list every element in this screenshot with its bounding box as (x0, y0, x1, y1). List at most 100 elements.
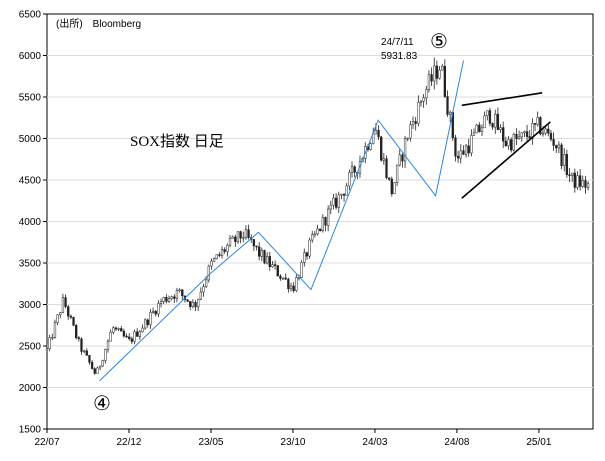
candle-body (326, 208, 330, 226)
candle-body (247, 229, 250, 238)
candle-body (151, 310, 155, 313)
candle-body (154, 310, 157, 315)
y-tick-label: 5000 (19, 134, 42, 145)
triangle-trend-line (461, 92, 543, 107)
candle-body (425, 89, 428, 99)
candle-body (515, 134, 518, 140)
candle-body (170, 296, 173, 300)
candle-body (165, 297, 168, 302)
candle-body (207, 265, 210, 281)
candle-body (525, 131, 529, 137)
candle-body (98, 365, 102, 369)
candle-body (303, 252, 306, 263)
candle-body (276, 265, 279, 277)
candle-body (159, 301, 163, 304)
candle-body (507, 139, 510, 146)
candles (45, 57, 590, 375)
candle-body (141, 327, 144, 333)
candle-body (45, 348, 49, 351)
candle-body (576, 175, 579, 188)
candle-body (120, 328, 123, 332)
candle-body (435, 65, 439, 79)
candle-body (398, 154, 401, 166)
candle-body (510, 139, 513, 151)
candle-body (75, 325, 78, 338)
candle-body (80, 338, 83, 352)
candle-body (106, 340, 110, 350)
candle-body (488, 110, 492, 124)
candle-body (409, 124, 412, 139)
candle-body (281, 277, 285, 280)
candle-body (268, 256, 271, 268)
candle-body (313, 233, 317, 236)
candle-body (239, 231, 242, 239)
candle-body (90, 362, 94, 369)
candle-body (430, 74, 433, 82)
candle-body (199, 291, 202, 300)
x-tick-label: 22/12 (116, 437, 141, 448)
candle-body (162, 297, 165, 302)
candle-body (337, 194, 340, 208)
candle-body (350, 166, 354, 173)
candle-body (470, 135, 473, 154)
candle-body (584, 180, 587, 188)
peak-value-label: 5931.83 (381, 51, 418, 62)
candle-body (390, 178, 393, 195)
candle-body (382, 158, 385, 161)
candle-body (340, 193, 343, 196)
candle-body (475, 124, 478, 134)
candle-body (422, 97, 425, 102)
candle-body (82, 350, 86, 353)
triangle-trend-line (461, 121, 551, 199)
x-tick-label: 24/08 (444, 437, 469, 448)
candle-body (438, 69, 441, 79)
chart-title: SOX指数 日足 (130, 133, 224, 150)
candle-body (369, 143, 372, 151)
candle-body (319, 228, 322, 231)
candle-body (202, 286, 205, 293)
candle-body (459, 150, 462, 159)
candle-body (146, 319, 149, 325)
candle-body (533, 123, 537, 125)
candle-body (321, 216, 324, 231)
candle-body (215, 254, 218, 260)
x-tick-label: 24/03 (362, 437, 387, 448)
y-tick-label: 2000 (19, 383, 42, 394)
candle-body (236, 231, 240, 242)
candle-body (414, 121, 417, 124)
candle-body (175, 290, 179, 299)
candle-body (112, 327, 115, 333)
candle-body (88, 355, 91, 363)
candle-body (517, 136, 521, 140)
candle-body (496, 113, 500, 130)
candle-body (419, 100, 423, 103)
candle-body (226, 244, 229, 252)
candle-body (472, 132, 476, 136)
candle-body (242, 237, 245, 239)
candle-body (128, 336, 131, 340)
candle-body (571, 172, 574, 176)
candle-body (186, 299, 189, 302)
candle-body (393, 182, 396, 195)
candle-body (204, 279, 208, 287)
candle-body (143, 319, 147, 329)
candle-body (220, 249, 224, 256)
candle-body (67, 306, 70, 317)
candle-body (454, 137, 457, 157)
candle-body (77, 337, 80, 340)
x-tick-label: 23/10 (280, 437, 305, 448)
candle-body (178, 289, 181, 292)
x-tick-label: 25/01 (526, 437, 551, 448)
candle-body (345, 185, 348, 196)
candle-body (433, 65, 436, 82)
candle-body (130, 338, 134, 342)
candle-body (101, 360, 104, 367)
candle-body (252, 239, 256, 247)
candle-body (329, 204, 332, 210)
candle-body (263, 250, 266, 264)
candle-body (348, 172, 351, 187)
candle-body (231, 236, 234, 239)
candle-body (377, 130, 380, 138)
wave-4-label: ④ (93, 391, 111, 415)
candle-body (581, 180, 584, 187)
